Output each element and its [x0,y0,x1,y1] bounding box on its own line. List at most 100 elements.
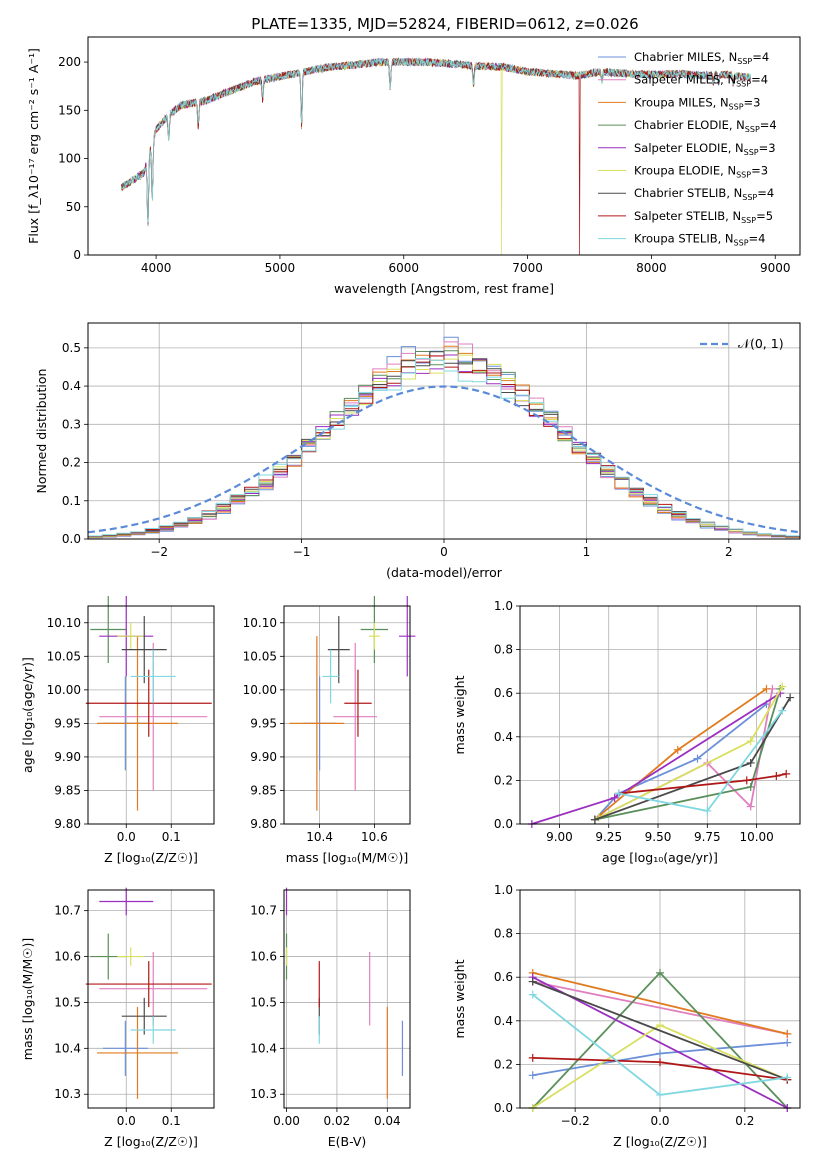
weight-marker [783,1029,792,1038]
legend-count: =3 [759,141,776,155]
y-axis-label: Normed distribution [34,369,49,494]
y-tick-label: 10.00 [47,683,81,697]
x-tick-label: −2 [150,545,168,559]
legend-subscript: SSP [744,148,759,157]
weight-marker [746,758,755,767]
x-tick-label: 0.0 [117,830,136,844]
legend-count: =3 [751,164,768,178]
weight-marker [746,737,755,746]
weight-line [532,980,788,1035]
x-axis-label: E(B-V) [328,1134,367,1149]
plot-area-residuals [87,336,801,539]
y-tick-label: 0.4 [494,1014,513,1028]
legend-label: Salpeter MILES, NSSP=4 [634,73,768,89]
legend-label: Salpeter STELIB, NSSP=5 [634,209,773,225]
weight-marker [746,802,755,811]
x-tick-label: 0.04 [374,1114,401,1128]
legend-count: =4 [751,73,768,87]
y-tick-label: 0.5 [62,341,81,355]
x-tick-label: 10.00 [739,830,773,844]
panel-z-age: 0.0 0.1 9.80 9.85 9.90 9.95 10.00 10.05 10.10 Z [… [20,595,215,865]
y-tick-label: 0.6 [494,970,513,984]
x-tick-label: 10.6 [361,830,388,844]
y-tick-label: 0.3 [62,417,81,431]
axes-frame [87,889,215,1109]
y-tick-label: 10.6 [54,950,81,964]
legend-subscript: SSP [741,216,756,225]
y-tick-label: 0.1 [62,494,81,508]
x-axis-label: mass [log₁₀(M/M☉)] [286,850,408,865]
axes-frame [87,322,801,540]
legend-subscript: SSP [745,125,760,134]
y-tick-label: 9.95 [250,716,277,730]
x-tick-label: 0 [440,545,448,559]
legend-count: =4 [757,186,774,200]
panel-ebv-mass: 0.00 0.02 0.04 10.3 10.4 10.5 10.6 10.7 E(B-V) [250,887,411,1149]
x-tick-label: −1 [293,545,311,559]
weight-marker [783,1038,792,1047]
histogram-8 [88,358,800,538]
weight-marker [762,684,771,693]
legend-count: =4 [760,118,777,132]
y-tick-label: 10.10 [47,616,81,630]
panel-mass-age: 10.4 10.6 9.80 9.85 9.90 9.95 10.00 10.05 10.10 m… [243,595,416,865]
spectrum-legend: Chabrier MILES, NSSP=4 Salpeter MILES, NS… [598,50,777,248]
y-axis-label: mass weight [452,959,467,1038]
x-axis-label: Z [log₁₀(Z/Z☉)] [613,1134,707,1149]
x-tick-label: 9.50 [645,830,672,844]
y-tick-label: 9.80 [250,817,277,831]
y-tick-label: 9.95 [54,716,81,730]
y-tick-label: 10.05 [47,649,81,663]
y-tick-label: 0.0 [494,1101,513,1115]
weight-marker [778,682,787,691]
legend-subscript: SSP [736,171,751,180]
x-axis-label: Z [log₁₀(Z/Z☉)] [104,850,198,865]
y-tick-label: 0.8 [494,643,513,657]
axes-frame [283,605,411,825]
weight-marker [528,1071,537,1080]
y-tick-label: 9.90 [54,750,81,764]
legend-label: Chabrier ELODIE, NSSP=4 [634,118,777,134]
weight-marker [742,776,751,785]
weight-marker [528,977,537,986]
weight-line [532,980,788,1081]
weight-marker [693,754,702,763]
y-tick-label: 10.00 [243,683,277,697]
legend-subscript: SSP [734,239,749,248]
y-tick-label: 0 [73,248,81,262]
y-tick-label: 1.0 [494,883,513,897]
y-tick-label: 100 [58,152,81,166]
axes-frame [283,889,411,1109]
axes-frame [519,889,801,1109]
weight-marker [673,745,682,754]
x-tick-label: 0.00 [273,1114,300,1128]
x-tick-label: 0.0 [650,1114,669,1128]
y-tick-label: 0.4 [62,379,81,393]
spectrum-line [121,57,751,255]
x-tick-label: −0.2 [561,1114,590,1128]
x-tick-label: 9.75 [694,830,721,844]
weight-marker [656,1049,664,1058]
plot-area-spectrum [121,57,751,255]
y-tick-label: 200 [58,55,81,69]
weight-marker [610,793,619,802]
figure-title: PLATE=1335, MJD=52824, FIBERID=0612, z=0… [251,15,638,33]
legend-count: =4 [752,50,769,64]
x-axis-label: (data-model)/error [386,565,503,580]
legend-count: =4 [749,232,766,246]
legend-subscript: SSP [737,57,752,66]
x-tick-label: 9.00 [546,830,573,844]
y-tick-label: 10.5 [54,995,81,1009]
legend-label: Kroupa STELIB, NSSP=4 [634,232,765,248]
plot-area-age-weight [527,682,795,828]
axes-frame [87,36,801,256]
y-tick-label: 10.4 [250,1041,277,1055]
y-tick-label: 9.85 [54,783,81,797]
plot-area-z-age [85,595,212,811]
legend-subscript: SSP [736,80,751,89]
axes-frame [519,605,801,825]
weight-marker [656,968,664,977]
weight-line [594,688,768,821]
legend-label: Kroupa MILES, NSSP=3 [634,95,760,111]
x-axis-label: age [log₁₀(age/yr)] [602,850,718,865]
